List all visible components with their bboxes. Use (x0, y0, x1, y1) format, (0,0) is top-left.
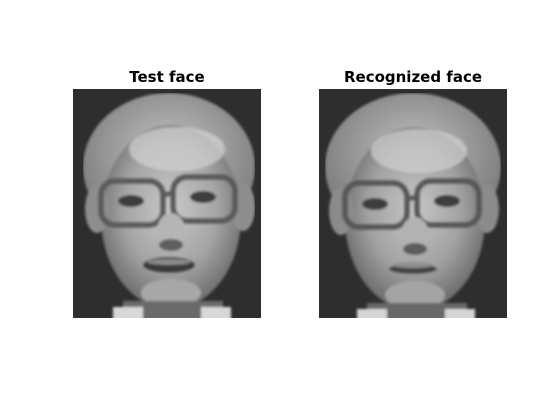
test-face-image (73, 89, 261, 318)
test-face-svg (73, 89, 261, 318)
recognized-face-svg (319, 89, 507, 318)
recognized-face-title: Recognized face (343, 68, 483, 86)
recognized-face-image (319, 89, 507, 318)
test-face-title: Test face (129, 68, 205, 86)
